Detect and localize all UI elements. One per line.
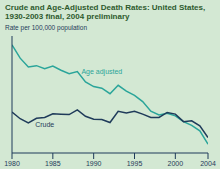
svg-text:Crude: Crude: [35, 121, 54, 128]
svg-text:Age adjusted: Age adjusted: [81, 68, 122, 76]
svg-text:1980: 1980: [8, 160, 20, 167]
svg-text:2000: 2000: [168, 160, 184, 167]
svg-text:1985: 1985: [45, 160, 61, 167]
svg-text:2004: 2004: [200, 160, 212, 167]
html-text:Rate per 100,000 population: Rate per 100,000 population: [5, 24, 87, 31]
html-text:Crude and Age-Adjusted Death R: Crude and Age-Adjusted Death Rates: Unit…: [5, 3, 206, 21]
svg-text:1995: 1995: [127, 160, 143, 167]
svg-text:1990: 1990: [86, 160, 102, 167]
